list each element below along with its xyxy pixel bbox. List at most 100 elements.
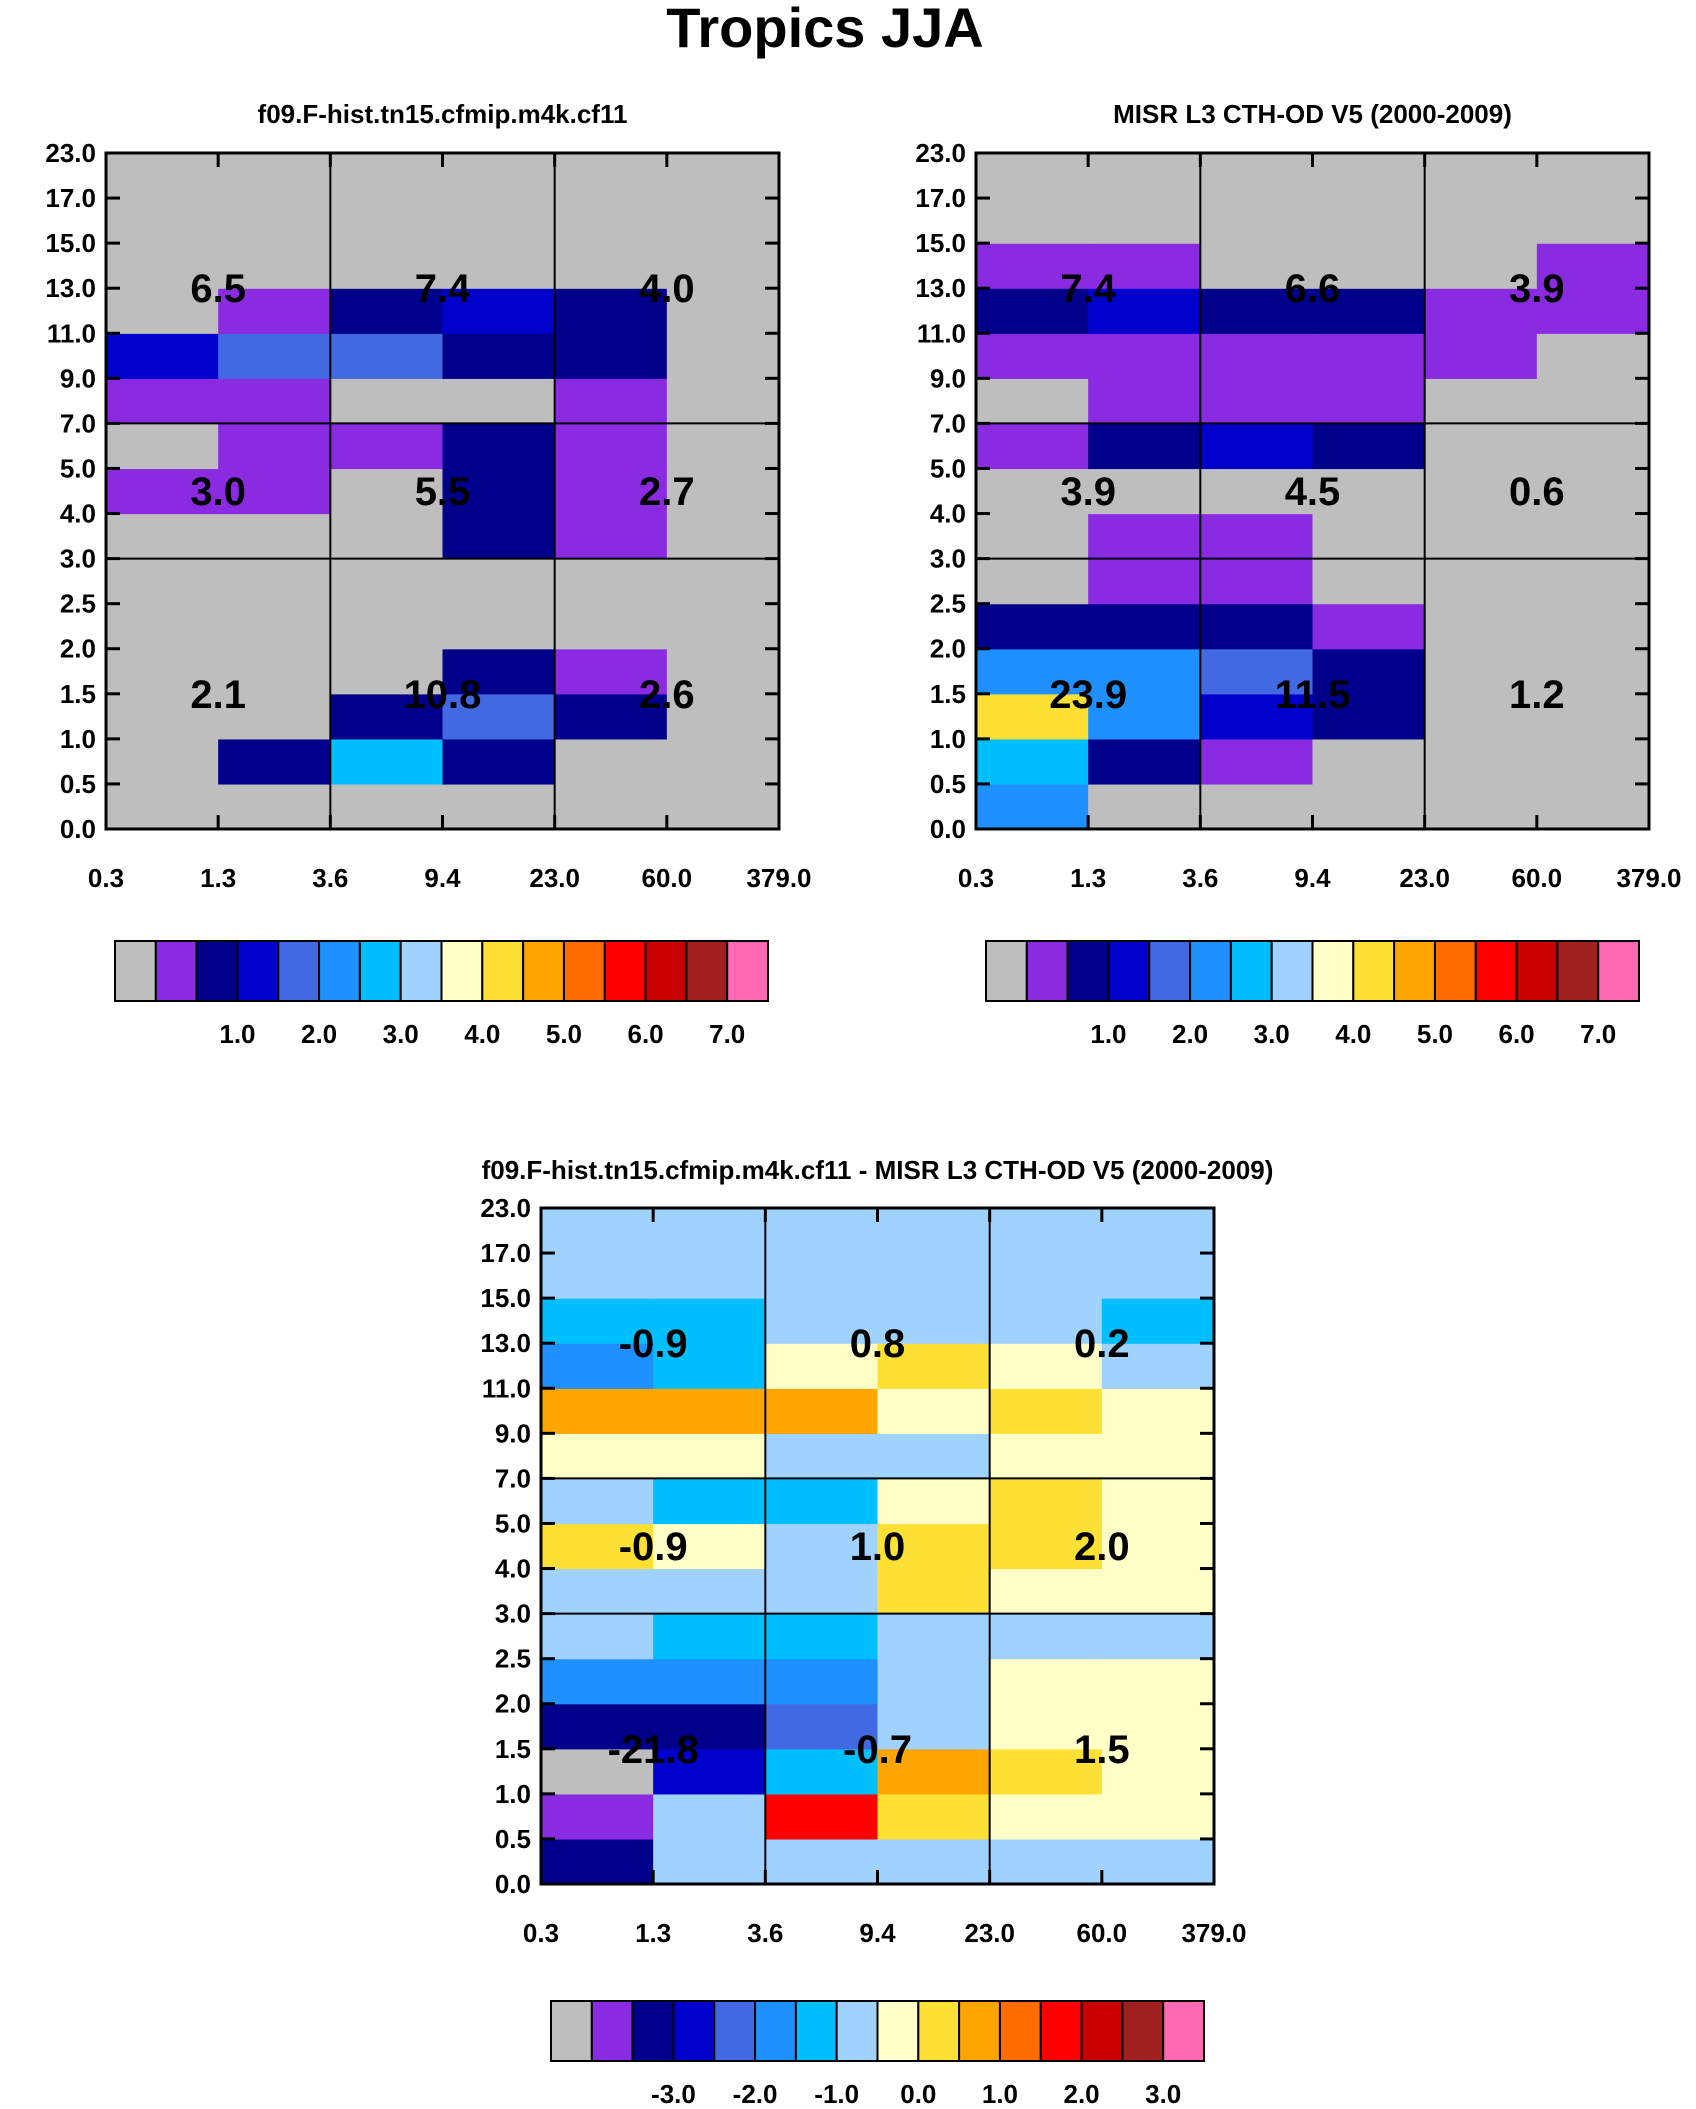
heatmap-cell xyxy=(1424,513,1538,560)
heatmap-cell xyxy=(1101,1388,1215,1434)
box-value-label: 4.5 xyxy=(1285,470,1341,514)
heatmap-cell xyxy=(653,1208,766,1254)
y-tick-label: 5.0 xyxy=(495,1508,531,1538)
heatmap-cell xyxy=(1088,153,1201,199)
heatmap-cell xyxy=(554,693,668,740)
heatmap-cell xyxy=(1088,783,1201,830)
heatmap-cell xyxy=(1312,693,1426,740)
heatmap-cell xyxy=(442,558,556,605)
box-value-label: 0.6 xyxy=(1509,470,1565,514)
heatmap-cell xyxy=(330,333,444,379)
heatmap-cell xyxy=(330,558,444,605)
heatmap-cell xyxy=(442,198,556,244)
y-tick-label: 5.0 xyxy=(930,453,966,483)
heatmap-cell xyxy=(330,423,444,470)
heatmap-cell xyxy=(653,1523,766,1570)
heatmap-cell xyxy=(541,1838,654,1885)
colorbar-swatch xyxy=(1597,940,1640,1002)
heatmap-cell xyxy=(218,423,331,470)
heatmap-cell xyxy=(989,1388,1103,1434)
heatmap-cell xyxy=(877,1793,991,1840)
heatmap-cell xyxy=(442,603,556,650)
heatmap-cell xyxy=(541,1298,654,1344)
colorbar-swatch xyxy=(440,940,484,1002)
heatmap-cell xyxy=(765,1703,879,1750)
heatmap-cell xyxy=(218,648,331,695)
heatmap-cell xyxy=(1312,603,1426,650)
colorbar-label: 3.0 xyxy=(1145,2079,1181,2109)
heatmap-cell xyxy=(554,558,668,605)
colorbar-swatch xyxy=(1148,940,1192,1002)
y-tick-label: 1.0 xyxy=(930,724,966,754)
heatmap-cell xyxy=(442,153,556,199)
heatmap-cell xyxy=(541,1478,654,1525)
heatmap-cell xyxy=(653,1703,766,1750)
heatmap-cell xyxy=(442,513,556,560)
heatmap-cell xyxy=(653,1298,766,1344)
heatmap-cell xyxy=(1536,783,1650,830)
x-tick-label: 9.4 xyxy=(1294,863,1331,893)
heatmap-cell xyxy=(666,153,780,199)
heatmap-cell xyxy=(666,603,780,650)
heatmap-cell xyxy=(666,333,780,379)
colorbar-swatch xyxy=(672,2000,716,2062)
colorbar-label: 3.0 xyxy=(383,1019,419,1049)
heatmap-cell xyxy=(106,423,219,470)
heatmap-cell xyxy=(653,1748,766,1795)
heatmap-cell xyxy=(1200,333,1314,379)
heatmap-cell xyxy=(106,738,219,785)
y-tick-label: 1.0 xyxy=(495,1779,531,1809)
heatmap-cell xyxy=(989,1433,1103,1479)
heatmap-cell xyxy=(1536,513,1650,560)
heatmap-cell xyxy=(1424,693,1538,740)
heatmap-cell xyxy=(666,288,780,334)
x-tick-label: 23.0 xyxy=(964,1918,1015,1948)
heatmap-cell xyxy=(330,468,444,515)
heatmap-cell xyxy=(1312,513,1426,560)
heatmap-cell xyxy=(653,1838,766,1885)
x-tick-label: 379.0 xyxy=(746,863,811,893)
heatmap-cell xyxy=(877,1433,991,1479)
heatmap-cell xyxy=(330,243,444,289)
colorbar-swatch xyxy=(726,940,769,1002)
heatmap-cell xyxy=(330,153,444,199)
x-tick-label: 3.6 xyxy=(312,863,348,893)
box-value-label: -21.8 xyxy=(608,1728,699,1772)
heatmap-cell xyxy=(765,1748,879,1795)
heatmap-cell xyxy=(541,1433,654,1479)
heatmap-cell xyxy=(330,738,444,785)
heatmap-cell xyxy=(554,423,668,470)
heatmap-cell xyxy=(976,333,1089,379)
heatmap-cell xyxy=(1312,153,1426,199)
y-tick-label: 2.0 xyxy=(60,634,96,664)
heatmap-cell xyxy=(1536,288,1650,334)
heatmap-cell xyxy=(1424,333,1538,379)
heatmap-cell xyxy=(765,1658,879,1705)
y-tick-label: 0.5 xyxy=(930,769,966,799)
heatmap-cell xyxy=(1536,333,1650,379)
heatmap-cell xyxy=(877,1568,991,1615)
heatmap-cell xyxy=(765,1568,879,1615)
heatmap-cell xyxy=(666,468,780,515)
heatmap-cell xyxy=(1312,378,1426,424)
heatmap-cell xyxy=(653,1343,766,1389)
heatmap-cell xyxy=(106,288,219,334)
colorbar-label: 6.0 xyxy=(627,1019,663,1049)
box-value-label: 2.6 xyxy=(639,673,695,717)
box-value-label: -0.9 xyxy=(619,1322,688,1366)
heatmap-cell xyxy=(330,288,444,334)
heatmap-cell xyxy=(976,603,1089,650)
y-tick-label: 9.0 xyxy=(60,363,96,393)
heatmap-cell xyxy=(976,783,1089,830)
heatmap-cell xyxy=(1424,648,1538,695)
panel-title: f09.F-hist.tn15.cfmip.m4k.cf11 - MISR L3… xyxy=(482,1155,1274,1185)
colorbar-swatch xyxy=(998,2000,1042,2062)
heatmap-cell xyxy=(218,198,331,244)
heatmap-cell xyxy=(1424,153,1538,199)
y-tick-label: 1.5 xyxy=(60,679,96,709)
heatmap-cell xyxy=(1088,513,1201,560)
colorbar-swatch xyxy=(794,2000,838,2062)
x-tick-label: 1.3 xyxy=(200,863,236,893)
heatmap-cell xyxy=(1424,603,1538,650)
